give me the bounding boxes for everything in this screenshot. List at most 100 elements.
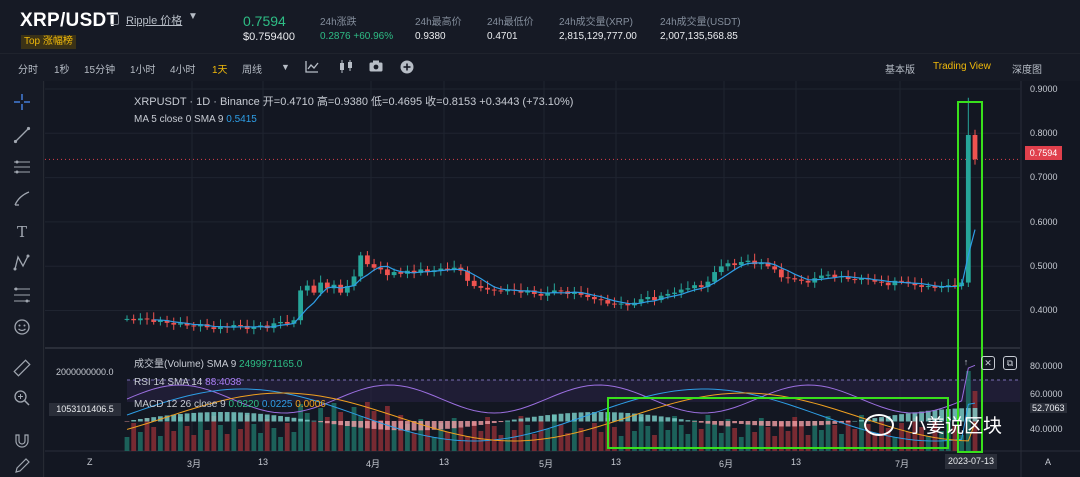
- candle-body: [491, 289, 497, 291]
- coin-price-link[interactable]: Ripple 价格: [126, 15, 183, 27]
- low-value: 0.4701: [487, 31, 518, 42]
- view-depth[interactable]: 深度图: [1012, 65, 1042, 76]
- macd-label: MACD 12 26 close 9: [134, 399, 226, 410]
- view-basic[interactable]: 基本版: [885, 65, 915, 76]
- interval-1s[interactable]: 1秒: [54, 65, 70, 76]
- candle-body: [705, 281, 711, 287]
- arrow-up-icon[interactable]: ↑: [963, 357, 969, 367]
- macd-bar: [505, 420, 510, 422]
- macd-bar: [458, 421, 464, 428]
- indicator-icon[interactable]: [305, 60, 319, 76]
- candle-body: [678, 289, 684, 293]
- volume-bar: [184, 426, 190, 451]
- interval-tick[interactable]: 分时: [18, 65, 38, 76]
- candle-body: [638, 299, 644, 303]
- volume-bar: [204, 430, 210, 451]
- candle-body: [184, 323, 190, 326]
- interval-4h[interactable]: 4小时: [170, 65, 196, 76]
- top-gainers-badge[interactable]: Top 涨幅榜: [21, 35, 76, 49]
- macd-bar: [692, 421, 697, 422]
- close-icon[interactable]: ✕: [981, 356, 995, 370]
- candle-body: [652, 297, 657, 301]
- maximize-icon[interactable]: ⧉: [1003, 356, 1017, 370]
- candle-body: [151, 319, 157, 322]
- candle-body: [745, 260, 751, 262]
- fib-icon[interactable]: [12, 286, 32, 306]
- candle-body: [545, 292, 551, 296]
- macd-bar: [131, 420, 137, 422]
- macd-bar: [198, 412, 203, 422]
- candle-body: [592, 297, 597, 300]
- macd-bar: [785, 421, 791, 427]
- candle-body: [231, 325, 237, 328]
- volume-bar: [324, 417, 330, 451]
- volume-bar: [932, 422, 938, 451]
- volume-bar: [171, 431, 177, 451]
- volume-bar: [959, 435, 965, 451]
- pattern-icon[interactable]: [12, 254, 32, 274]
- ruler-icon[interactable]: [12, 359, 32, 379]
- macd-bar: [825, 421, 831, 425]
- volume-bar: [645, 426, 651, 451]
- time-axis-label: 13: [611, 457, 622, 467]
- brush-icon[interactable]: [12, 190, 32, 210]
- candle-body: [859, 278, 864, 280]
- info-icon[interactable]: [110, 14, 119, 25]
- macd-bar: [238, 412, 243, 422]
- zoom-reset-button[interactable]: Z: [87, 457, 93, 467]
- candle-body: [278, 321, 283, 324]
- macd-bar: [264, 414, 270, 422]
- macd-bar: [451, 421, 457, 429]
- volume-bar: [672, 416, 677, 451]
- macd-bar: [952, 408, 958, 422]
- price-axis-label: 0.4000: [1030, 305, 1058, 315]
- interval-1d[interactable]: 1天: [212, 65, 228, 76]
- macd-bar: [171, 414, 177, 422]
- chart-area[interactable]: XRPUSDT · 1D · Binance 开=0.4710 高=0.9380…: [45, 81, 1080, 477]
- auto-scale-button[interactable]: A: [1045, 457, 1052, 467]
- macd-bar: [371, 421, 377, 429]
- macd-bar: [184, 413, 190, 422]
- candle-body: [218, 326, 223, 329]
- view-tradingview[interactable]: Trading View: [933, 61, 991, 72]
- macd-line: [126, 388, 976, 442]
- interval-1w[interactable]: 周线: [242, 65, 262, 76]
- macd-bar: [124, 421, 130, 422]
- pencil-icon[interactable]: [12, 457, 32, 477]
- text-icon[interactable]: T: [16, 223, 27, 241]
- horizontal-lines-icon[interactable]: [12, 158, 32, 178]
- emoji-icon[interactable]: [12, 318, 32, 338]
- macd-bar: [665, 417, 671, 422]
- crosshair-icon[interactable]: [12, 93, 32, 113]
- volume-bar: [485, 417, 490, 451]
- candle-body: [538, 293, 544, 296]
- macd-legend: MACD 12 26 close 9 0.0220 0.0225 0.0006: [134, 399, 326, 410]
- zoom-icon[interactable]: [12, 389, 32, 409]
- candle-body: [238, 325, 243, 327]
- candle-body: [164, 320, 170, 323]
- volume-bar: [137, 432, 143, 451]
- magnet-icon[interactable]: [12, 431, 32, 451]
- chevron-down-icon[interactable]: ▼: [281, 62, 290, 72]
- price-chart[interactable]: [45, 81, 1080, 477]
- macd-bar: [685, 420, 691, 422]
- interval-1h[interactable]: 1小时: [130, 65, 156, 76]
- candle-body: [852, 279, 858, 281]
- candle-body: [137, 318, 143, 321]
- line-icon[interactable]: [12, 126, 32, 146]
- macd-bar: [772, 421, 778, 427]
- volume-bar: [905, 432, 911, 451]
- interval-15m[interactable]: 15分钟: [84, 65, 116, 76]
- chevron-down-icon[interactable]: ▼: [188, 11, 198, 22]
- camera-icon[interactable]: [369, 60, 383, 75]
- macd-bar: [291, 417, 297, 422]
- macd-bar: [585, 412, 591, 422]
- macd-bar: [578, 412, 584, 422]
- volume-bar: [665, 430, 671, 451]
- macd-value-1: 0.0220: [228, 399, 260, 410]
- candle-body: [364, 255, 370, 265]
- pair-title[interactable]: XRP/USDT: [20, 10, 119, 31]
- candles-icon[interactable]: [338, 60, 354, 76]
- plus-icon[interactable]: [400, 60, 414, 77]
- macd-bar: [725, 421, 731, 427]
